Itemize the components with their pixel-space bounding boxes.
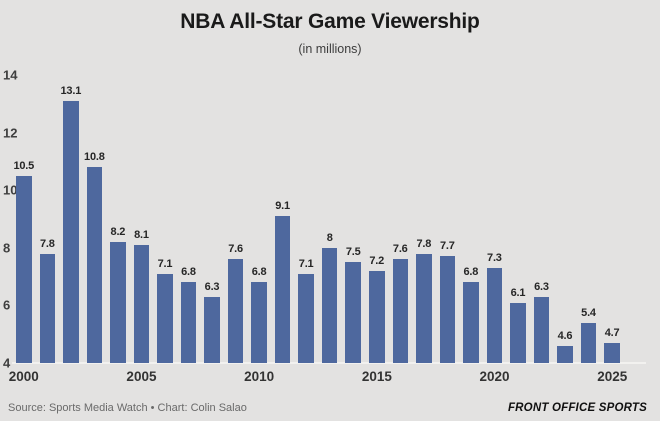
- x-axis-baseline: [12, 362, 646, 364]
- bar-2022: [533, 296, 550, 363]
- bar-slot-2010: 6.8: [247, 75, 271, 363]
- bar-2017: [416, 253, 432, 363]
- bar-value-label: 10.8: [84, 151, 105, 164]
- bar-value-label: 4.7: [604, 326, 620, 339]
- y-tick-label-4: 4: [3, 355, 11, 371]
- y-tick-label-6: 6: [3, 297, 11, 313]
- bar-value-label: 6.3: [204, 280, 220, 293]
- bar-2009: [227, 259, 244, 363]
- bar-value-label: 7.2: [369, 254, 385, 267]
- bar-2005: [133, 244, 150, 363]
- bar-2002: [63, 100, 79, 363]
- bar-slot-2023: 4.6: [553, 75, 577, 363]
- bar-slot-2018: 7.7: [436, 75, 460, 363]
- bar-slot-2008: 6.3: [200, 75, 224, 363]
- bar-2010: [251, 282, 267, 363]
- bar-slot-2022: 6.3: [530, 75, 554, 363]
- bar-value-label: 4.6: [557, 329, 573, 342]
- x-tick-label-2020: 2020: [479, 369, 510, 384]
- bar-slot-2006: 7.1: [153, 75, 177, 363]
- bar-2007: [180, 282, 197, 363]
- front-office-sports-logo: FRONT OFFICE SPORTS: [507, 402, 647, 414]
- bar-value-label: 5.4: [581, 306, 596, 319]
- bar-2004: [110, 242, 126, 363]
- bar-value-label: 6.8: [251, 266, 267, 279]
- bar-value-label: 7.3: [487, 251, 502, 264]
- bar-value-label: 7.7: [439, 240, 455, 253]
- bar-value-label: 6.8: [463, 266, 479, 279]
- x-tick-label-2000: 2000: [8, 369, 39, 384]
- bar-2020: [486, 267, 503, 363]
- bar-slot-2025: 4.7: [600, 75, 624, 363]
- bar-slot-2017: 7.8: [412, 75, 436, 363]
- bar-value-label: 8: [326, 231, 333, 244]
- bar-2025: [604, 342, 620, 363]
- y-tick-label-10: 10: [3, 182, 18, 198]
- bar-2024: [580, 322, 597, 363]
- bar-2013: [321, 247, 338, 363]
- bar-2006: [157, 273, 173, 363]
- bar-slot-2016: 7.6: [389, 75, 413, 363]
- bar-slot-2002: 13.1: [59, 75, 83, 363]
- bar-2019: [463, 282, 479, 363]
- plot-area: 14 12 10 8 6 4 10.5 7.8 13.1 10.8 8.2 8.1 7.1 6.8 6.3…: [0, 68, 660, 384]
- bar-value-label: 7.6: [228, 243, 243, 256]
- bar-value-label: 10.5: [13, 159, 35, 172]
- bar-2003: [86, 167, 103, 363]
- bar-value-label: 7.5: [345, 246, 361, 259]
- x-tick-label-2005: 2005: [126, 369, 157, 384]
- bar-value-label: 7.8: [39, 237, 55, 250]
- chart-title: NBA All-Star Game Viewership: [180, 10, 480, 33]
- bar-value-label: 9.1: [275, 200, 290, 213]
- bar-2008: [204, 296, 220, 363]
- bar-slot-2012: 7.1: [294, 75, 318, 363]
- bar-2023: [557, 345, 573, 363]
- x-axis: 2000 2005 2010 2015 2020 2025: [8, 369, 628, 387]
- bar-value-label: 6.3: [534, 280, 549, 293]
- bar-value-label: 6.8: [181, 266, 196, 279]
- bar-2001: [39, 253, 56, 363]
- bar-value-label: 8.1: [134, 228, 149, 241]
- bar-value-label: 13.1: [60, 84, 82, 97]
- bar-slot-2007: 6.8: [177, 75, 201, 363]
- x-tick-label-2025: 2025: [597, 369, 628, 384]
- y-tick-label-8: 8: [3, 240, 11, 256]
- bar-slot-2005: 8.1: [130, 75, 154, 363]
- bar-slot-2024: 5.4: [577, 75, 601, 363]
- bar-2011: [274, 216, 291, 363]
- y-axis: 14 12 10 8 6 4: [3, 68, 33, 371]
- bar-slot-2009: 7.6: [224, 75, 248, 363]
- bar-slot-2013: 8: [318, 75, 342, 363]
- y-tick-label-12: 12: [3, 125, 18, 141]
- bar-slot-2000: 10.5: [12, 75, 36, 363]
- bar-value-label: 7.1: [298, 257, 314, 270]
- bar-value-label: 7.1: [157, 257, 173, 270]
- bars-row: 10.5 7.8 13.1 10.8 8.2 8.1 7.1 6.8 6.3 7.6 6.8 9.1 7…: [12, 75, 624, 363]
- bar-2012: [298, 273, 314, 363]
- bar-slot-2014: 7.5: [341, 75, 365, 363]
- bar-slot-2015: 7.2: [365, 75, 389, 363]
- x-tick-label-2010: 2010: [244, 369, 275, 384]
- bar-slot-2011: 9.1: [271, 75, 295, 363]
- bar-2018: [439, 256, 456, 363]
- bar-slot-2021: 6.1: [506, 75, 530, 363]
- y-tick-label-14: 14: [3, 67, 18, 83]
- bar-2015: [368, 270, 385, 363]
- bar-value-label: 8.2: [110, 226, 126, 239]
- bar-slot-2004: 8.2: [106, 75, 130, 363]
- source-credit: Source: Sports Media Watch • Chart: Coli…: [8, 402, 247, 414]
- bar-2021: [510, 302, 526, 363]
- bar-value-label: 7.6: [392, 243, 408, 256]
- bar-value-label: 7.8: [416, 237, 432, 250]
- bar-2016: [392, 259, 409, 363]
- bar-2014: [345, 262, 361, 363]
- chart-subtitle: (in millions): [298, 42, 362, 56]
- bar-slot-2003: 10.8: [83, 75, 107, 363]
- bar-slot-2019: 6.8: [459, 75, 483, 363]
- bar-slot-2001: 7.8: [36, 75, 60, 363]
- bar-2000: [16, 175, 32, 363]
- bar-value-label: 6.1: [510, 286, 526, 299]
- x-tick-label-2015: 2015: [361, 369, 392, 384]
- bar-slot-2020: 7.3: [483, 75, 507, 363]
